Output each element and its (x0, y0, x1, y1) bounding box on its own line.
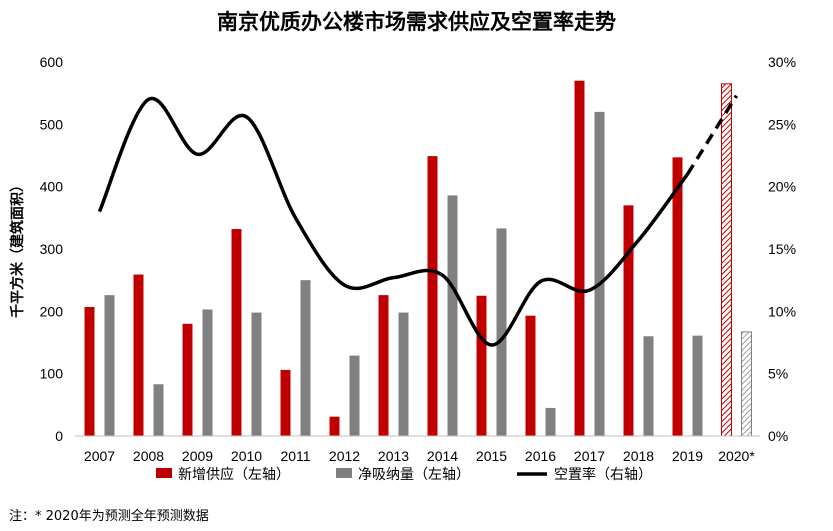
bar-supply-2017 (574, 80, 585, 436)
bar-supply-2008 (133, 274, 144, 436)
bar-absorption-2013 (398, 312, 409, 436)
y2-tick-label: 30% (768, 54, 796, 70)
x-tick-label: 2015 (476, 448, 507, 464)
bar-absorption-2007 (104, 295, 115, 436)
bar-absorption-2015 (496, 228, 507, 436)
bar-supply-2020* (721, 83, 732, 437)
bar-supply-2015 (476, 295, 487, 436)
bar-absorption-2010 (251, 312, 262, 436)
right-axis-ticks: 0% 5% 10% 15% 20% 25% 30% (768, 54, 796, 444)
y-axis-label: 千平方米（建筑面积） (9, 178, 26, 318)
bars-group (84, 80, 752, 437)
legend-label-1: 净吸纳量（左轴） (358, 467, 470, 483)
x-tick-label: 2013 (378, 448, 409, 464)
legend-swatch-0 (156, 468, 172, 478)
vacancy-rate-forecast-line (686, 94, 738, 176)
bar-absorption-2018 (643, 336, 654, 436)
x-tick-label: 2019 (672, 448, 703, 464)
bar-supply-2014 (427, 156, 438, 436)
y-tick-label: 0 (55, 428, 63, 444)
y2-tick-label: 10% (768, 303, 796, 319)
y-tick-label: 500 (40, 116, 64, 132)
y2-tick-label: 25% (768, 116, 796, 132)
legend-label-0: 新增供应（左轴） (178, 466, 290, 483)
x-tick-label: 2008 (133, 448, 164, 464)
bar-supply-2007 (84, 306, 95, 436)
y-tick-label: 200 (40, 303, 64, 319)
legend-label-2: 空置率（右轴） (554, 466, 652, 483)
x-tick-label: 2016 (525, 448, 556, 464)
vacancy-rate-line (97, 96, 689, 347)
left-axis-ticks: 0 100 200 300 400 500 600 (40, 54, 64, 444)
y2-tick-label: 20% (768, 179, 796, 195)
y-tick-label: 400 (40, 179, 64, 195)
bar-absorption-2017 (594, 111, 605, 436)
bar-supply-2009 (182, 323, 193, 436)
bar-absorption-2016 (545, 407, 556, 436)
y-tick-label: 600 (40, 54, 64, 70)
x-tick-label: 2012 (329, 448, 360, 464)
bar-supply-2011 (280, 369, 291, 436)
y2-tick-label: 5% (768, 366, 788, 382)
x-tick-label: 2017 (574, 448, 605, 464)
x-tick-label: 2014 (427, 448, 458, 464)
bar-absorption-2011 (300, 280, 311, 436)
y-tick-label: 100 (40, 366, 64, 382)
x-axis-ticks: 2007 2008 2009 2010 2011 2012 2013 2014 2015 2016… (84, 448, 755, 464)
x-tick-label: 2009 (182, 448, 213, 464)
chart-title: 南京优质办公楼市场需求供应及空置率走势 (217, 10, 616, 34)
bar-supply-2013 (378, 295, 389, 436)
legend: 新增供应（左轴） 净吸纳量（左轴） 空置率（右轴） (156, 466, 652, 483)
x-tick-label: 2010 (231, 448, 262, 464)
vacancy-line-group (97, 94, 738, 347)
bar-supply-2010 (231, 229, 242, 436)
bar-supply-2012 (329, 416, 340, 436)
x-tick-label: 2011 (280, 448, 310, 464)
x-tick-label: 2020* (718, 448, 755, 464)
y2-tick-label: 0% (768, 428, 788, 444)
bar-absorption-2019 (692, 335, 703, 436)
bar-supply-2016 (525, 315, 536, 436)
x-tick-label: 2018 (623, 448, 654, 464)
bar-absorption-2008 (153, 384, 164, 436)
bar-absorption-2012 (349, 355, 360, 436)
bar-absorption-2020* (741, 331, 752, 437)
bar-supply-2018 (623, 205, 634, 436)
legend-swatch-1 (336, 468, 352, 478)
footnote: 注：* 2020年为预测全年预测数据 (9, 509, 209, 524)
y-tick-label: 300 (40, 241, 64, 257)
bar-absorption-2014 (447, 195, 458, 436)
x-tick-label: 2007 (84, 448, 115, 464)
bar-supply-2019 (672, 157, 683, 436)
bar-absorption-2009 (202, 309, 213, 436)
y2-tick-label: 15% (768, 241, 796, 257)
